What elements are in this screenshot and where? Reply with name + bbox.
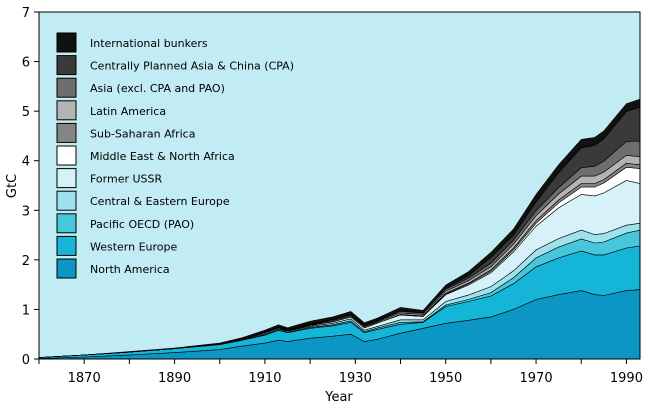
legend-swatch bbox=[56, 213, 77, 234]
legend-label: Latin America bbox=[90, 105, 166, 118]
y-axis-ticks: 0 1 2 3 4 5 6 7 bbox=[22, 6, 39, 368]
y-tick-label: 5 bbox=[22, 105, 30, 120]
y-tick-label: 0 bbox=[22, 353, 30, 368]
y-tick-label: 7 bbox=[22, 6, 30, 21]
x-tick-label: 1990 bbox=[610, 371, 643, 386]
x-axis-ticks: 1870 1890 1910 1930 1950 1970 1990 bbox=[38, 359, 643, 386]
x-tick-label: 1910 bbox=[248, 371, 281, 386]
legend-label: Sub-Saharan Africa bbox=[90, 127, 195, 140]
legend-swatch bbox=[56, 55, 77, 76]
x-tick-label: 1930 bbox=[339, 371, 372, 386]
legend-label: International bunkers bbox=[90, 37, 208, 50]
y-axis-label: GtC bbox=[5, 174, 20, 198]
y-tick-label: 6 bbox=[22, 56, 30, 71]
legend-label: Central & Eastern Europe bbox=[90, 195, 230, 208]
legend-label: Middle East & North Africa bbox=[90, 150, 235, 163]
y-tick-label: 1 bbox=[22, 303, 30, 318]
legend-label: Asia (excl. CPA and PAO) bbox=[90, 82, 225, 95]
legend-swatch bbox=[56, 100, 77, 121]
y-tick-label: 4 bbox=[22, 155, 30, 170]
legend: International bunkers Centrally Planned A… bbox=[56, 32, 294, 279]
x-tick-label: 1890 bbox=[158, 371, 191, 386]
legend-swatch bbox=[56, 235, 77, 256]
y-tick-label: 2 bbox=[22, 254, 30, 269]
x-tick-label: 1950 bbox=[429, 371, 462, 386]
legend-swatch bbox=[56, 258, 77, 279]
legend-swatch bbox=[56, 122, 77, 143]
legend-label: Centrally Planned Asia & China (CPA) bbox=[90, 60, 294, 73]
legend-label: North America bbox=[90, 263, 170, 276]
x-axis-label: Year bbox=[324, 390, 353, 405]
legend-swatch bbox=[56, 168, 77, 189]
legend-label: Western Europe bbox=[90, 240, 178, 253]
legend-swatch bbox=[56, 77, 77, 98]
y-tick-label: 3 bbox=[22, 204, 30, 219]
legend-label: Pacific OECD (PAO) bbox=[90, 218, 194, 231]
plot-frame bbox=[38, 11, 641, 360]
legend-swatch bbox=[56, 32, 77, 53]
legend-swatch bbox=[56, 145, 77, 166]
x-tick-label: 1870 bbox=[68, 371, 101, 386]
legend-swatch bbox=[56, 190, 77, 211]
legend-label: Former USSR bbox=[90, 173, 163, 186]
x-tick-label: 1970 bbox=[520, 371, 553, 386]
